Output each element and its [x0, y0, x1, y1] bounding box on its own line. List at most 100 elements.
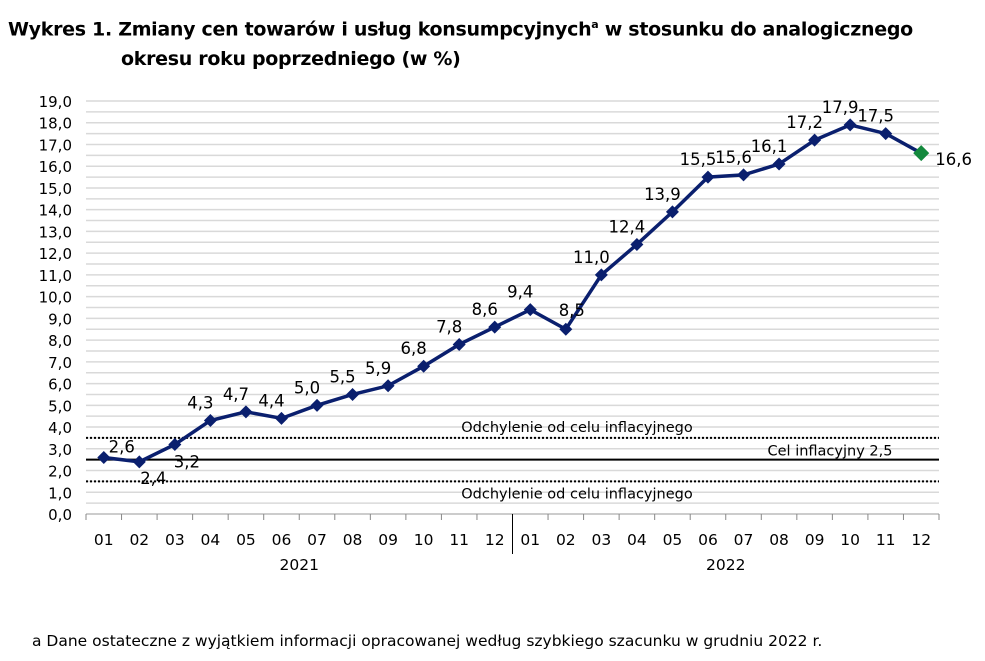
data-point [808, 133, 822, 147]
y-tick-label: 1,0 [48, 484, 72, 502]
data-label: 4,3 [187, 394, 213, 413]
data-point [913, 145, 930, 162]
year-label: 2021 [280, 556, 319, 574]
data-point [559, 322, 573, 336]
data-line [103, 123, 923, 464]
x-tick-label: 11 [449, 531, 469, 549]
x-tick-label: 08 [343, 531, 363, 549]
y-tick-label: 11,0 [39, 267, 72, 285]
y-tick-label: 16,0 [39, 158, 72, 176]
data-point [274, 411, 288, 425]
data-label: 16,1 [751, 137, 788, 156]
y-tick-label: 9,0 [48, 310, 72, 328]
data-label: 4,7 [223, 385, 249, 404]
data-point [630, 237, 644, 251]
x-tick-label: 09 [805, 531, 825, 549]
x-tick-label: 12 [485, 531, 505, 549]
x-tick-label: 01 [520, 531, 540, 549]
data-point [843, 118, 857, 132]
data-label: 9,4 [507, 283, 533, 302]
data-label: 13,9 [644, 185, 681, 204]
y-tick-label: 7,0 [48, 354, 72, 372]
y-tick-label: 4,0 [48, 419, 72, 437]
x-tick-label: 06 [272, 531, 292, 549]
title-superscript: a [591, 18, 599, 31]
data-label: 15,6 [715, 148, 752, 167]
y-tick-label: 5,0 [48, 397, 72, 415]
data-point [203, 414, 217, 428]
data-label: 7,8 [436, 317, 462, 336]
x-tick-label: 10 [840, 531, 860, 549]
footnote: a Dane ostateczne z wyjątkiem informacji… [32, 632, 823, 650]
x-tick-label: 07 [307, 531, 327, 549]
title-line2: okresu roku poprzedniego (w %) [121, 48, 461, 71]
data-label: 4,4 [258, 391, 284, 410]
data-label: 17,2 [786, 113, 823, 132]
x-tick-label: 08 [769, 531, 789, 549]
x-tick-label: 05 [663, 531, 683, 549]
data-label: 6,8 [401, 339, 427, 358]
data-label: 15,5 [680, 150, 717, 169]
x-tick-label: 09 [378, 531, 398, 549]
reference-line-label: Odchylenie od celu inflacyjnego [461, 486, 693, 502]
data-point [452, 337, 466, 351]
reference-line-label: Cel inflacyjny 2,5 [768, 444, 893, 460]
data-point [488, 320, 502, 334]
data-label: 5,9 [365, 359, 391, 378]
x-tick-label: 10 [414, 531, 434, 549]
data-point [737, 168, 751, 182]
data-label: 8,6 [472, 300, 498, 319]
data-point [346, 387, 360, 401]
x-tick-label: 03 [165, 531, 185, 549]
data-label: 12,4 [609, 217, 646, 236]
y-tick-label: 17,0 [39, 136, 72, 154]
y-tick-label: 8,0 [48, 332, 72, 350]
y-tick-label: 15,0 [39, 180, 72, 198]
data-point [417, 359, 431, 373]
x-tick-label: 05 [236, 531, 256, 549]
data-point [665, 205, 679, 219]
line-chart: 0,0 1,0 2,0 3,0 4,0 5,0 6,0 7,0 8,0 9,0 10,0 11,0 12… [39, 93, 972, 574]
y-tick-label: 14,0 [39, 202, 72, 220]
x-tick-label: 03 [591, 531, 611, 549]
data-point [701, 170, 715, 184]
data-label: 5,5 [329, 367, 355, 386]
y-tick-label: 2,0 [48, 463, 72, 481]
data-point [239, 405, 253, 419]
y-tick-label: 0,0 [48, 506, 72, 524]
data-label: 16,6 [935, 150, 972, 169]
data-point [381, 379, 395, 393]
data-label: 2,4 [140, 469, 166, 488]
data-point [97, 450, 111, 464]
y-tick-label: 13,0 [39, 223, 72, 241]
x-tick-label: 04 [201, 531, 221, 549]
x-tick-label: 02 [556, 531, 576, 549]
data-label: 17,9 [822, 98, 859, 117]
data-label: 11,0 [573, 248, 610, 267]
title-line1: Wykres 1. Zmiany cen towarów i usług kon… [8, 18, 592, 41]
y-tick-label: 10,0 [39, 289, 72, 307]
x-tick-label: 02 [129, 531, 149, 549]
y-tick-label: 12,0 [39, 245, 72, 263]
data-point [310, 398, 324, 412]
data-point [772, 157, 786, 171]
y-tick-label: 6,0 [48, 376, 72, 394]
data-point [132, 455, 146, 469]
y-tick-label: 19,0 [39, 93, 72, 111]
x-tick-label: 07 [734, 531, 754, 549]
data-label: 8,5 [559, 301, 585, 320]
data-label: 5,0 [294, 378, 320, 397]
y-tick-label: 3,0 [48, 441, 72, 459]
x-tick-label: 06 [698, 531, 718, 549]
data-label: 3,2 [174, 452, 200, 471]
chart-title: Wykres 1. Zmiany cen towarów i usług kon… [8, 10, 913, 74]
x-tick-label: 11 [876, 531, 896, 549]
data-label: 17,5 [857, 107, 894, 126]
x-tick-label: 01 [94, 531, 114, 549]
data-point [523, 303, 537, 317]
data-point [879, 127, 893, 141]
data-point [168, 437, 182, 451]
data-point [594, 268, 608, 282]
reference-line-label: Odchylenie od celu inflacyjnego [461, 420, 693, 436]
title-line1-rest: w stosunku do analogicznego [598, 18, 913, 41]
